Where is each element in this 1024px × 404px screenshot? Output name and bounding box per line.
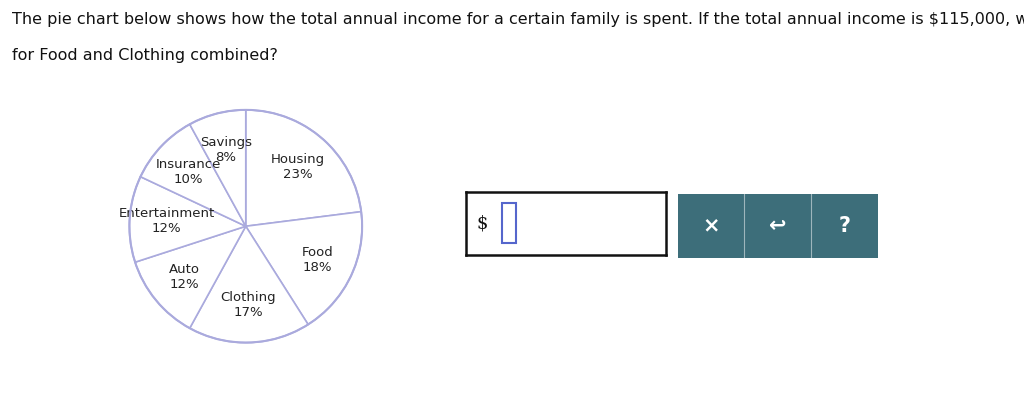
Text: Clothing
17%: Clothing 17% — [220, 291, 276, 319]
Wedge shape — [135, 226, 246, 328]
Text: ?: ? — [839, 216, 850, 236]
Wedge shape — [246, 212, 362, 324]
FancyBboxPatch shape — [502, 203, 516, 243]
Text: Entertainment
12%: Entertainment 12% — [119, 207, 215, 235]
Wedge shape — [246, 110, 361, 226]
Wedge shape — [140, 124, 246, 226]
Text: $: $ — [476, 214, 487, 232]
Text: ×: × — [702, 216, 720, 236]
Text: Savings
8%: Savings 8% — [200, 136, 252, 164]
Text: The pie chart below shows how the total annual income for a certain family is sp: The pie chart below shows how the total … — [12, 12, 1024, 27]
Wedge shape — [189, 110, 246, 226]
Wedge shape — [189, 226, 308, 343]
Text: Auto
12%: Auto 12% — [169, 263, 201, 290]
Text: Insurance
10%: Insurance 10% — [156, 158, 221, 186]
Text: ↩: ↩ — [769, 216, 786, 236]
Text: Food
18%: Food 18% — [301, 246, 333, 274]
Wedge shape — [129, 177, 246, 262]
Text: Housing
23%: Housing 23% — [271, 153, 326, 181]
Text: for Food and Clothing combined?: for Food and Clothing combined? — [12, 48, 279, 63]
